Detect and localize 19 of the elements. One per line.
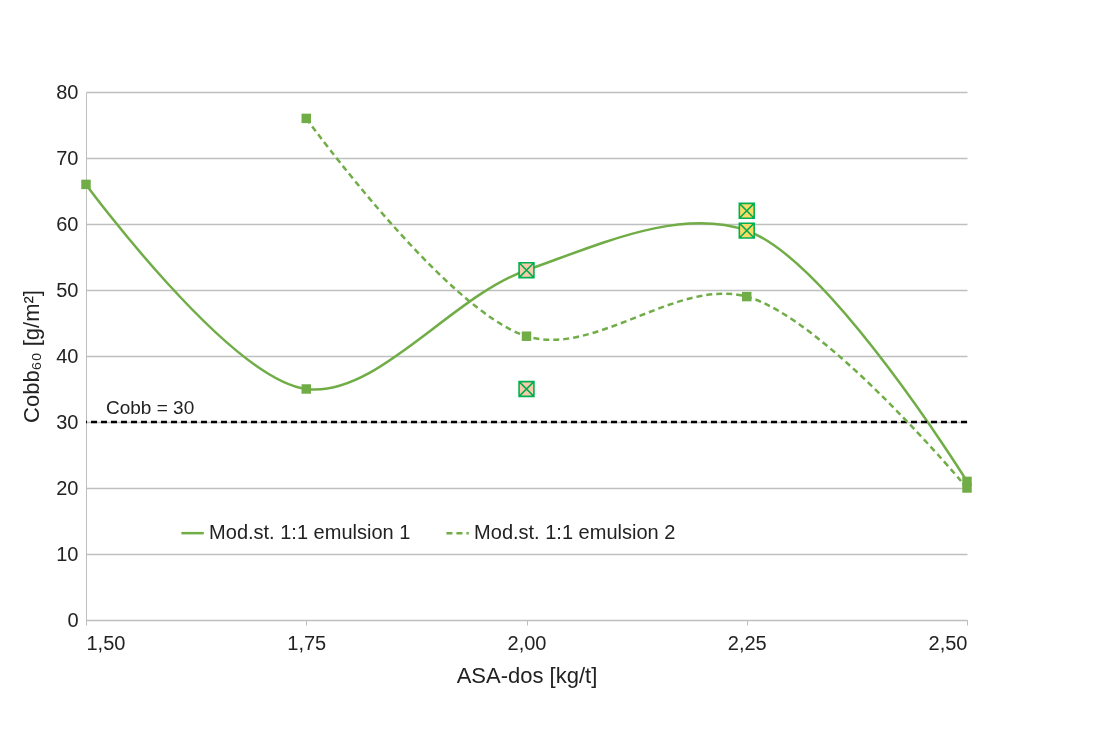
y-tick-label: 60	[56, 212, 79, 235]
y-tick-label: 40	[56, 344, 79, 367]
x-tick-label: 2,50	[928, 631, 968, 654]
y-tick-label: 50	[56, 278, 79, 301]
legend-label: Mod.st. 1:1 emulsion 2	[474, 521, 676, 544]
x-tick-label: 1,50	[86, 631, 126, 654]
y-tick-label: 0	[67, 608, 79, 631]
y-axis-title: Cobb₆₀ [g/m²]	[19, 290, 45, 423]
x-tick-label: 1,75	[287, 631, 327, 654]
legend-label: Mod.st. 1:1 emulsion 1	[209, 521, 411, 544]
x-axis-title: ASA-dos [kg/t]	[456, 662, 598, 688]
y-tick-label: 80	[56, 80, 79, 103]
y-tick-label: 10	[56, 542, 79, 565]
y-tick-label: 30	[56, 410, 79, 433]
y-tick-label: 70	[56, 146, 79, 169]
x-tick-label: 2,00	[507, 631, 547, 654]
y-tick-label: 20	[56, 476, 79, 499]
ref-line-label: Cobb = 30	[106, 397, 195, 418]
x-tick-label: 2,25	[727, 631, 767, 654]
